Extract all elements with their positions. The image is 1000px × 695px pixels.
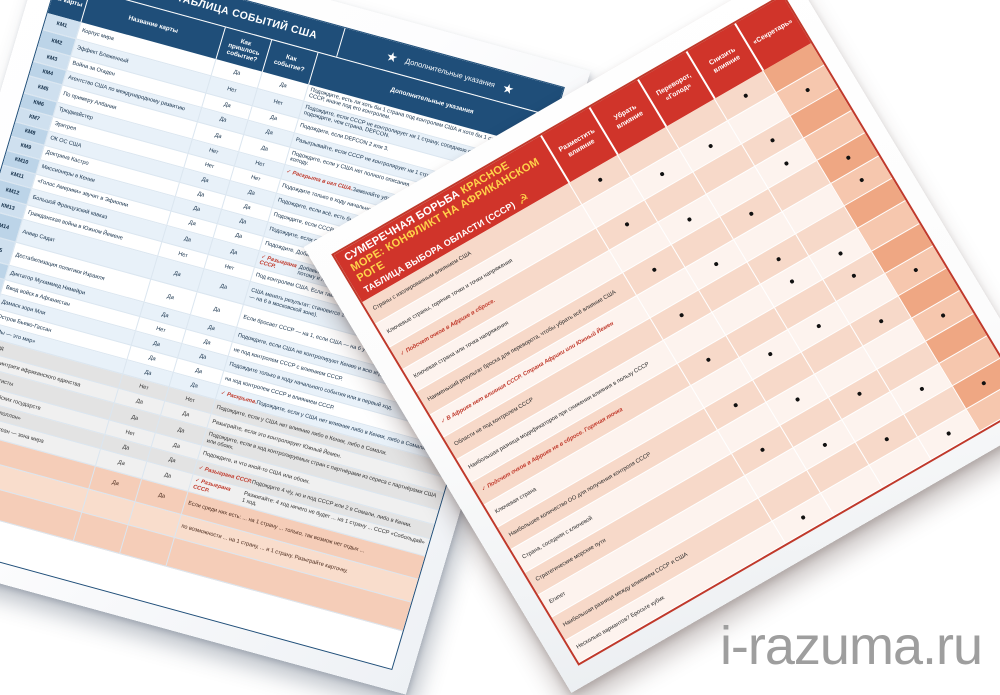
marker-dot [624, 222, 630, 228]
marker-dot [732, 402, 739, 408]
marker-dot [759, 447, 766, 453]
marker-dot [815, 323, 822, 330]
marker-dot [742, 92, 748, 99]
marker-dot [837, 250, 843, 257]
watermark: i-razuma.ru [719, 616, 983, 676]
marker-dot [705, 357, 712, 363]
marker-dot [686, 216, 692, 223]
marker-dot [678, 312, 684, 318]
marker-dot [980, 380, 987, 387]
star-icon: ★ [384, 47, 401, 66]
marker-dot [945, 431, 952, 437]
star-icon: ★ [500, 79, 517, 97]
marker-dot [783, 160, 789, 167]
marker-dot [821, 442, 828, 448]
marker-dot [856, 391, 863, 398]
marker-dot [804, 87, 811, 93]
marker-dot [713, 261, 719, 268]
marker-dot [877, 318, 884, 324]
marker-dot [918, 386, 925, 392]
hammer-sickle-icon: ☭ [515, 189, 532, 208]
marker-dot [850, 273, 857, 279]
marker-dot [845, 155, 851, 161]
marker-dot [767, 351, 774, 358]
marker-dot [800, 515, 806, 521]
marker-dot [775, 256, 781, 262]
marker-dot [651, 267, 657, 273]
marker-dot [769, 138, 776, 144]
marker-dot [858, 177, 865, 184]
marker-dot [597, 176, 603, 183]
marker-dot [788, 278, 795, 285]
marker-dot [939, 313, 946, 319]
marker-dot [748, 211, 754, 217]
marker-dot [883, 436, 890, 443]
marker-dot [707, 143, 714, 149]
marker-dot [912, 267, 919, 274]
marker-dot [659, 171, 665, 177]
marker-dot [794, 397, 801, 403]
